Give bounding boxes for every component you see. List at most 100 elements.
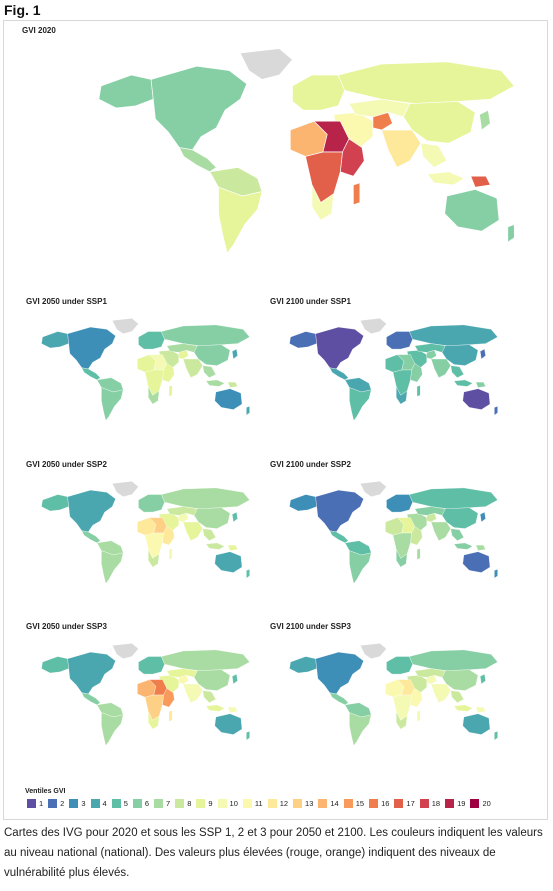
region-au [462, 713, 491, 735]
region-jp [232, 673, 238, 685]
region-saN [344, 377, 372, 393]
region-ak [289, 656, 317, 674]
region-cn [441, 507, 479, 529]
legend-item: 19 [445, 799, 465, 808]
legend-swatch [69, 799, 79, 808]
legend-label: 1 [39, 799, 44, 808]
region-sas [182, 358, 203, 378]
region-sa [101, 550, 124, 584]
region-afS [144, 694, 164, 721]
region-ak [41, 656, 69, 674]
region-mad [416, 548, 421, 560]
map-title-ssp1_2050: GVI 2050 under SSP1 [26, 297, 107, 306]
region-na [150, 65, 248, 151]
region-sas [182, 521, 203, 541]
region-sea [450, 365, 465, 378]
legend-item: 1 [27, 799, 43, 808]
region-sas [381, 129, 422, 168]
legend-item: 14 [318, 799, 339, 808]
region-sea [450, 528, 465, 541]
legend-label: 8 [187, 799, 192, 808]
region-saN [96, 377, 124, 393]
region-indo [205, 542, 225, 550]
region-eu [386, 331, 413, 350]
legend-label: 5 [123, 799, 128, 808]
region-sa [218, 186, 263, 254]
region-png [470, 175, 491, 188]
region-afS [392, 369, 412, 396]
region-png [227, 706, 238, 713]
region-na [315, 326, 364, 370]
legend-swatch [175, 799, 185, 808]
region-cas [414, 506, 446, 516]
region-au [444, 189, 500, 232]
region-cas [348, 98, 411, 118]
legend-label: 12 [279, 799, 289, 808]
legend-item: 2 [48, 799, 64, 808]
region-jp [480, 348, 486, 360]
region-sea [420, 142, 448, 168]
legend-label: 18 [431, 799, 441, 808]
figure-label: Fig. 1 [4, 2, 41, 18]
region-afSo [396, 549, 408, 568]
region-png [475, 544, 486, 551]
region-na [315, 489, 364, 533]
region-sa [101, 387, 124, 421]
region-indo [453, 704, 473, 712]
legend-item: 13 [293, 799, 313, 808]
region-indo [205, 379, 225, 387]
region-ca [81, 692, 101, 706]
region-ca [81, 530, 101, 544]
legend-swatch [154, 799, 164, 808]
region-cn [193, 507, 231, 529]
legend-swatch [48, 799, 58, 808]
legend-item: 18 [419, 799, 441, 808]
world-map-ssp3_2050 [41, 643, 250, 746]
legend-swatch [343, 799, 353, 808]
region-eu [386, 494, 413, 513]
region-na [67, 326, 116, 370]
region-indo [205, 704, 225, 712]
legend-item: 8 [175, 799, 191, 808]
region-indo [426, 171, 465, 186]
legend-title: Ventiles GVI [25, 788, 66, 795]
region-na [315, 651, 364, 695]
region-mad [416, 385, 421, 397]
legend-label: 13 [305, 799, 314, 808]
legend-swatch [111, 799, 121, 808]
region-cas [166, 506, 198, 516]
region-afS [305, 151, 343, 204]
legend-item: 12 [267, 799, 289, 808]
legend-item: 20 [470, 799, 491, 808]
legend-item: 15 [343, 799, 364, 808]
region-sa [349, 712, 372, 746]
region-png [227, 381, 238, 388]
world-map-ssp3_2100 [289, 643, 498, 746]
region-sas [430, 358, 451, 378]
legend-label: 9 [208, 799, 213, 808]
region-nz [246, 406, 250, 416]
region-au [214, 713, 243, 735]
region-gl [360, 318, 387, 334]
region-ru [161, 487, 250, 509]
legend-item: 11 [242, 799, 263, 808]
region-cas [166, 343, 198, 353]
legend-label: 20 [482, 799, 491, 808]
legend-label: 6 [144, 799, 150, 808]
legend-swatch [267, 799, 277, 808]
region-ak [289, 331, 317, 349]
region-ak [41, 331, 69, 349]
region-nz [246, 731, 250, 741]
map-title-ssp3_2100: GVI 2100 under SSP3 [270, 622, 351, 631]
region-nz [494, 731, 498, 741]
region-nz [494, 569, 498, 579]
legend-label: 3 [81, 799, 86, 808]
region-ak [98, 74, 154, 109]
region-indo [453, 542, 473, 550]
region-png [475, 381, 486, 388]
region-afSo [148, 386, 160, 405]
map-title-ssp1_2100: GVI 2100 under SSP1 [270, 297, 351, 306]
region-mad [168, 385, 173, 397]
region-sa [101, 712, 124, 746]
legend-item: 16 [369, 799, 389, 808]
